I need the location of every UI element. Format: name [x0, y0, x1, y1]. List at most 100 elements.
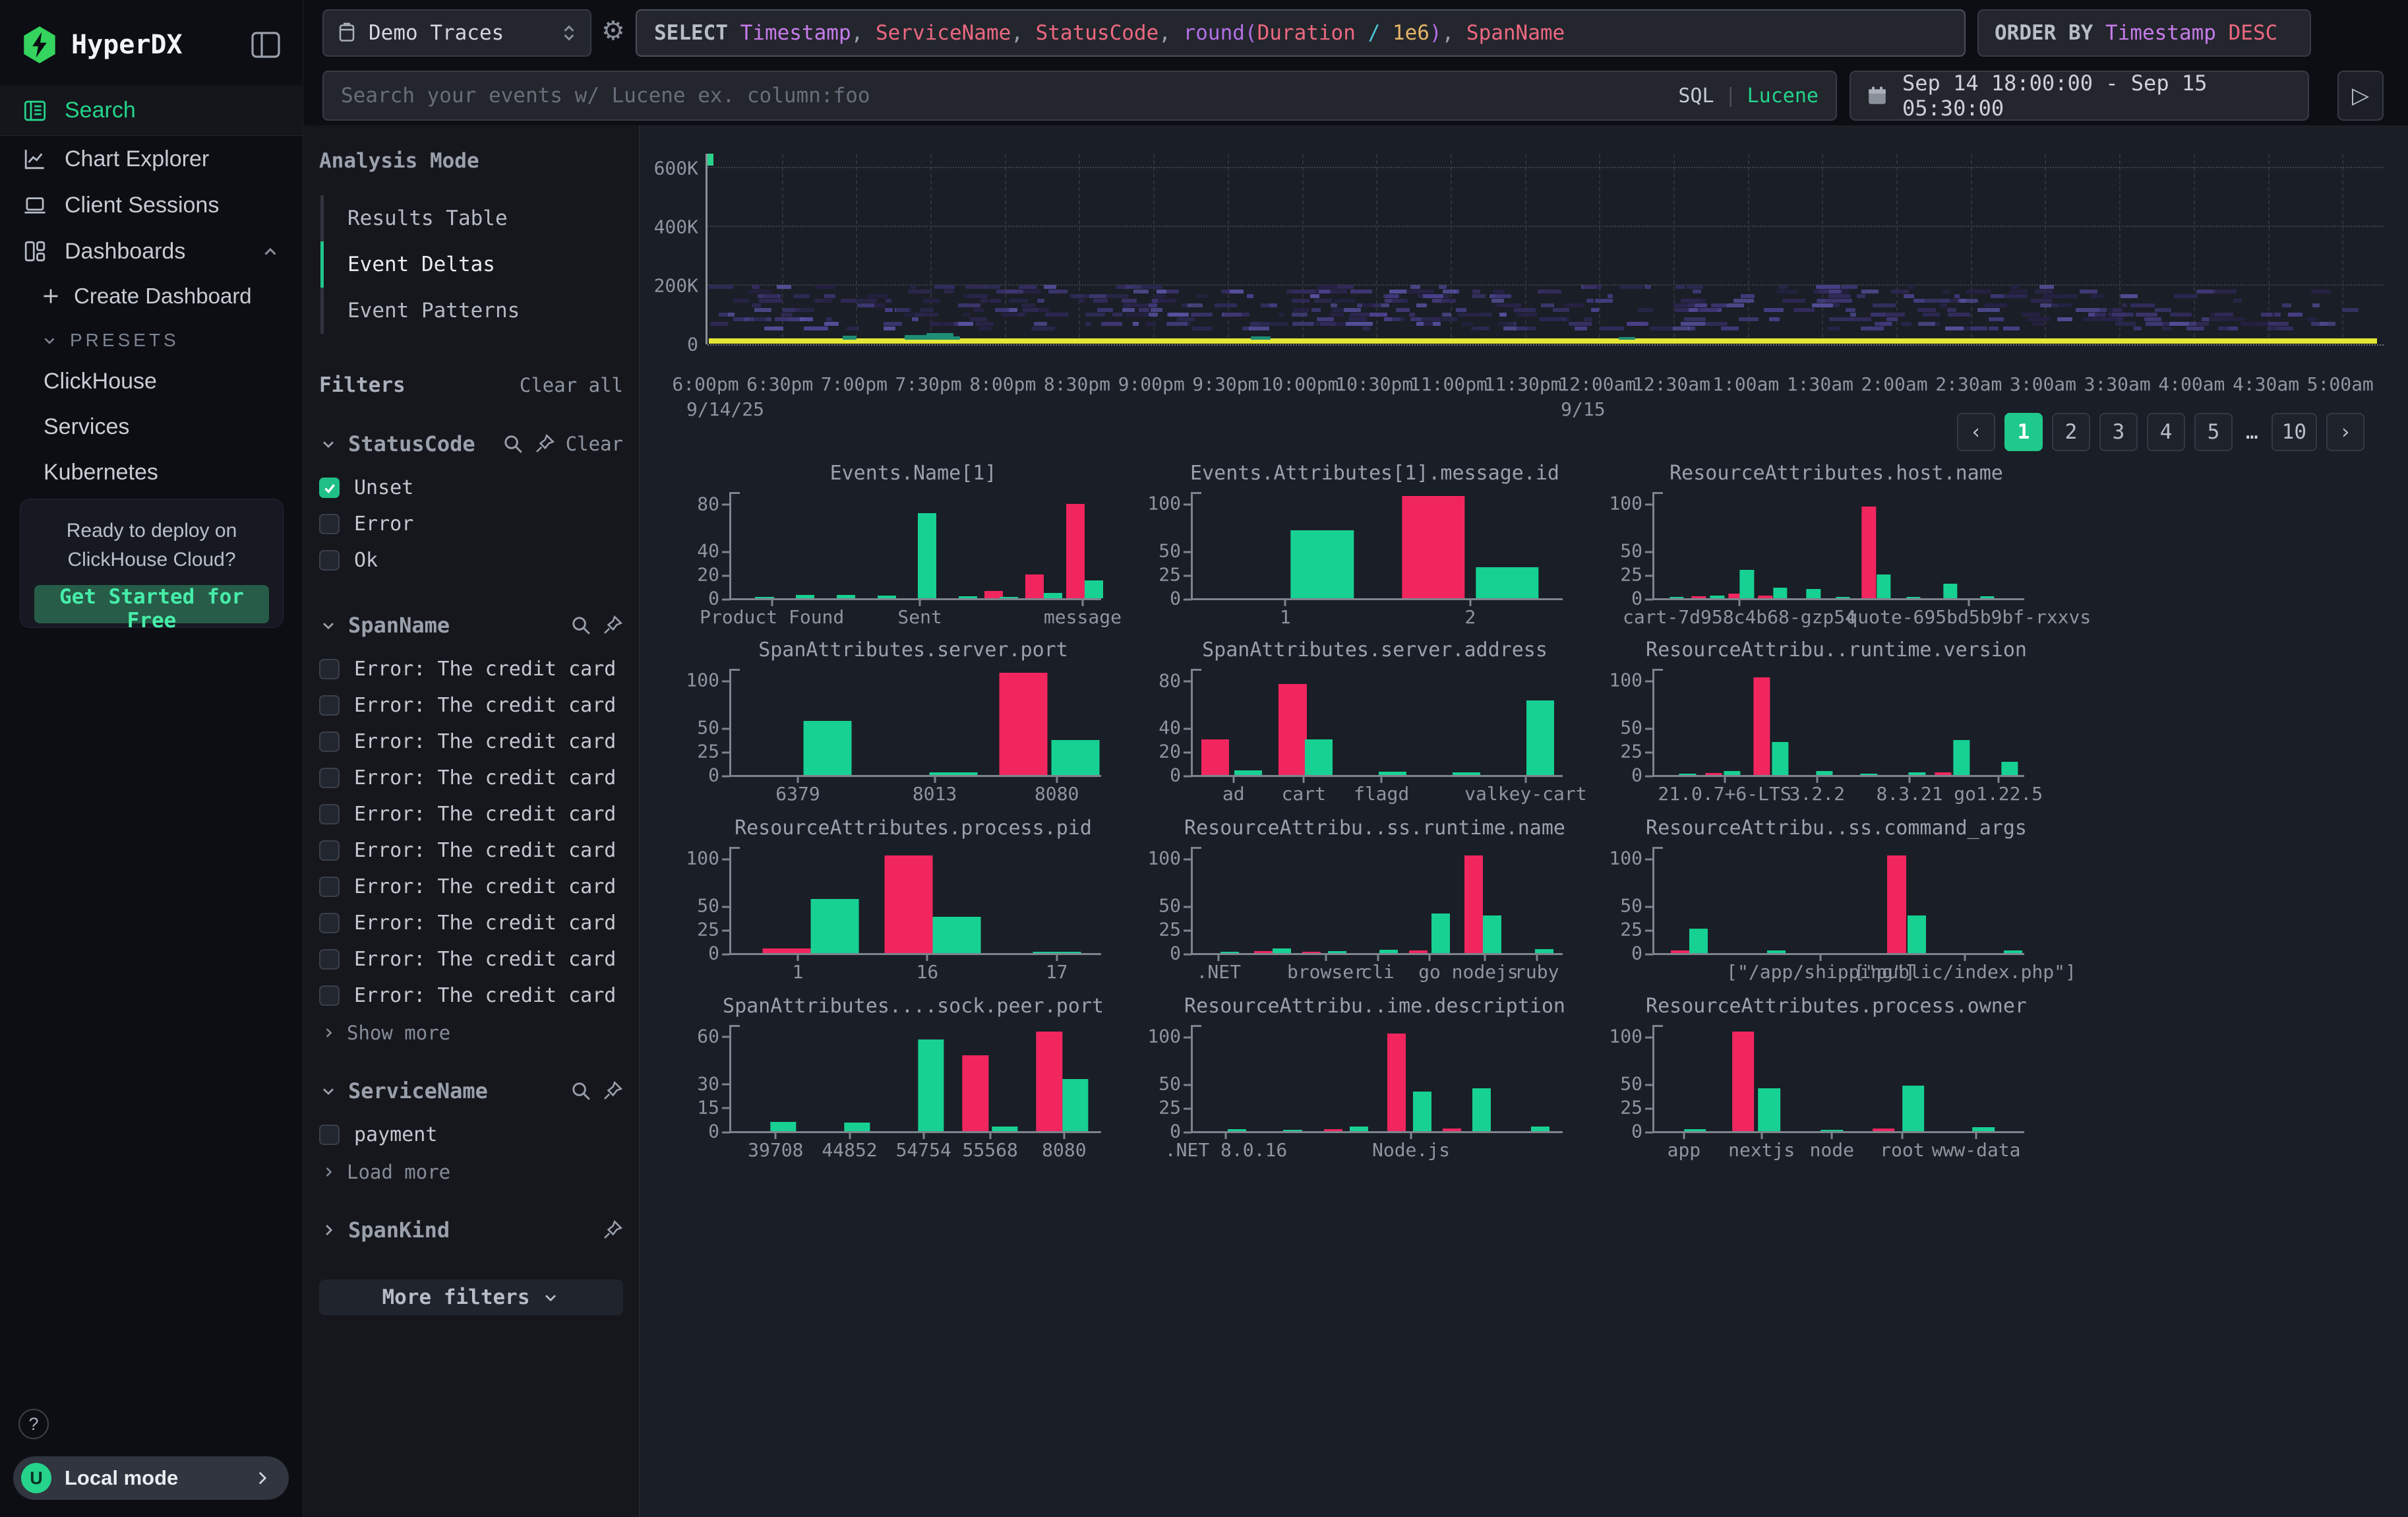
- x-axis-label: .NET: [1196, 961, 1241, 983]
- analysis-mode-option-event-deltas[interactable]: Event Deltas: [320, 241, 623, 288]
- pin-icon[interactable]: [534, 433, 555, 454]
- filter-checkbox-row[interactable]: Error: The credit card (…: [319, 796, 623, 832]
- sidebar-item-search[interactable]: Search: [0, 86, 303, 136]
- search-input[interactable]: [341, 84, 1666, 108]
- clear-group-button[interactable]: Clear: [565, 433, 623, 455]
- analysis-mode-option-event-patterns[interactable]: Event Patterns: [320, 288, 623, 334]
- show-more-link[interactable]: Show more: [319, 1014, 623, 1044]
- analysis-mode-option-results-table[interactable]: Results Table: [320, 195, 623, 241]
- filter-group-name[interactable]: SpanKind: [348, 1218, 450, 1243]
- filter-checkbox-row[interactable]: Error: The credit card (…: [319, 651, 623, 687]
- bar: [1836, 597, 1850, 598]
- search-icon[interactable]: [502, 433, 524, 454]
- presets-section-header[interactable]: PRESETS: [0, 318, 303, 359]
- bar-chart-resourceattribu-ss-command-args[interactable]: ResourceAttribu..ss.command_args 0 25 50 100…: [1596, 817, 2076, 983]
- search-icon[interactable]: [570, 615, 591, 636]
- checkbox-icon[interactable]: [319, 804, 340, 824]
- filter-checkbox-row[interactable]: Error: The credit card (…: [319, 724, 623, 760]
- filter-checkbox-row[interactable]: Error: The credit card (…: [319, 687, 623, 724]
- checkbox-icon[interactable]: [319, 840, 340, 861]
- checkbox-icon[interactable]: [319, 985, 340, 1006]
- toggle-lucene[interactable]: Lucene: [1747, 84, 1819, 108]
- checkbox-icon[interactable]: [319, 1125, 340, 1145]
- bar-chart-spanattributes-server-port[interactable]: SpanAttributes.server.port 0 25 50 100 6379 80…: [673, 638, 1108, 805]
- more-filters-button[interactable]: More filters: [319, 1280, 623, 1315]
- toggle-sql[interactable]: SQL: [1678, 84, 1714, 108]
- filter-checkbox-row[interactable]: Error: The credit card (…: [319, 760, 623, 796]
- checkbox-icon[interactable]: [319, 768, 340, 788]
- heatmap-block: [951, 322, 974, 326]
- chevron-down-icon[interactable]: [319, 435, 338, 453]
- x-axis-label: 8013: [912, 783, 957, 805]
- bar-chart-events-name-1-[interactable]: Events.Name[1] 0 20 40 80 Product Found Sent me…: [673, 462, 1122, 628]
- sidebar-item-client-sessions[interactable]: Client Sessions: [0, 182, 303, 228]
- checkbox-icon[interactable]: [319, 659, 340, 679]
- checkbox-icon[interactable]: [319, 514, 340, 534]
- filter-group-name[interactable]: StatusCode: [348, 431, 475, 456]
- pin-icon[interactable]: [602, 615, 623, 636]
- pagination-page-5[interactable]: 5: [2194, 413, 2233, 451]
- filter-checkbox-row[interactable]: Ok: [319, 542, 623, 578]
- sidebar-item-services[interactable]: Services: [44, 414, 130, 439]
- filter-group-name[interactable]: SpanName: [348, 613, 450, 638]
- search-icon[interactable]: [570, 1080, 591, 1101]
- sidebar-item-clickhouse[interactable]: ClickHouse: [44, 369, 157, 394]
- bar-chart-spanattributes-sock-peer-port[interactable]: SpanAttributes....sock.peer.port 0 15 30 60 3…: [673, 995, 1108, 1161]
- pagination-page-3[interactable]: 3: [2099, 413, 2138, 451]
- chevron-down-icon[interactable]: [319, 616, 338, 635]
- bar-chart-resourceattributes-process-owner[interactable]: ResourceAttributes.process.owner 0 25 50 100…: [1596, 995, 2031, 1161]
- help-button[interactable]: ?: [18, 1409, 49, 1439]
- run-query-button[interactable]: ▷: [2337, 71, 2384, 121]
- gear-icon[interactable]: ⚙: [601, 16, 625, 46]
- filter-checkbox-row[interactable]: Error: The credit card (…: [319, 905, 623, 941]
- filter-group-name[interactable]: ServiceName: [348, 1078, 488, 1103]
- pagination-page-2[interactable]: 2: [2052, 413, 2090, 451]
- sidebar-item-chart-explorer[interactable]: Chart Explorer: [0, 136, 303, 182]
- filter-checkbox-row[interactable]: Error: The credit card (…: [319, 941, 623, 977]
- select-clause-input[interactable]: SELECT Timestamp, ServiceName, StatusCod…: [636, 9, 1966, 57]
- bar-chart-resourceattributes-process-pid[interactable]: ResourceAttributes.process.pid 0 25 50 100 1 1…: [673, 817, 1108, 983]
- chevron-right-icon[interactable]: [319, 1221, 338, 1239]
- collapse-sidebar-icon[interactable]: [251, 32, 280, 58]
- filter-checkbox-row[interactable]: Unset: [319, 470, 623, 506]
- clear-all-button[interactable]: Clear all: [519, 374, 623, 396]
- sidebar-item-kubernetes[interactable]: Kubernetes: [44, 460, 158, 485]
- checkbox-checked-icon[interactable]: [319, 478, 340, 498]
- heatmap-block: [1356, 322, 1373, 326]
- pagination-prev-button[interactable]: ‹: [1957, 413, 1995, 451]
- date-range-picker[interactable]: Sep 14 18:00:00 - Sep 15 05:30:00: [1850, 71, 2309, 121]
- chevron-down-icon[interactable]: [319, 1082, 338, 1100]
- pagination-page-10[interactable]: 10: [2271, 413, 2317, 451]
- load-more-link[interactable]: Load more: [319, 1153, 623, 1183]
- sidebar-item-dashboards[interactable]: Dashboards: [0, 228, 303, 274]
- checkbox-icon[interactable]: [319, 949, 340, 970]
- checkbox-icon[interactable]: [319, 550, 340, 571]
- filter-checkbox-row[interactable]: Error: The credit card (…: [319, 977, 623, 1014]
- order-by-input[interactable]: ORDER BY Timestamp DESC: [1977, 9, 2311, 57]
- get-started-button[interactable]: Get Started for Free: [34, 585, 269, 633]
- pin-icon[interactable]: [602, 1080, 623, 1101]
- pin-icon[interactable]: [602, 1220, 623, 1241]
- filter-checkbox-row[interactable]: Error: The credit card (…: [319, 869, 623, 905]
- bar-chart-resourceattribu-runtime-version[interactable]: ResourceAttribu..runtime.version 0 25 50 100…: [1596, 638, 2043, 805]
- local-mode-pill[interactable]: U Local mode: [13, 1456, 289, 1500]
- heatmap-block: [1166, 322, 1188, 326]
- filter-checkbox-row[interactable]: payment: [319, 1117, 623, 1153]
- bar-chart-spanattributes-server-address[interactable]: SpanAttributes.server.address 0 20 40 80 ad ca…: [1134, 638, 1586, 805]
- sidebar-item-create-dashboard[interactable]: Create Dashboard: [0, 274, 303, 318]
- checkbox-icon[interactable]: [319, 695, 340, 716]
- bar-chart-events-attributes-1-message-id[interactable]: Events.Attributes[1].message.id 0 25 50 100 1…: [1134, 462, 1569, 628]
- source-select[interactable]: Demo Traces: [322, 9, 591, 57]
- filter-checkbox-row[interactable]: Error: The credit card (…: [319, 832, 623, 869]
- bar-chart-resourceattribu-ss-runtime-name[interactable]: ResourceAttribu..ss.runtime.name 0 25 50 100…: [1134, 817, 1569, 983]
- pagination-next-button[interactable]: ›: [2326, 413, 2364, 451]
- pagination-page-4[interactable]: 4: [2147, 413, 2185, 451]
- bar-chart-resourceattributes-host-name[interactable]: ResourceAttributes.host.name 0 25 50 100 cart…: [1596, 462, 2091, 628]
- checkbox-icon[interactable]: [319, 913, 340, 933]
- events-timeline-chart[interactable]: 0 200K 400K 600K 6:00pm 6:30pm 7:00pm 7:30pm 8:0…: [640, 125, 2408, 435]
- checkbox-icon[interactable]: [319, 731, 340, 752]
- checkbox-icon[interactable]: [319, 877, 340, 897]
- filter-checkbox-row[interactable]: Error: [319, 506, 623, 542]
- bar-chart-resourceattribu-ime-description[interactable]: ResourceAttribu..ime.description 0 25 50 100…: [1134, 995, 1569, 1161]
- pagination-page-1[interactable]: 1: [2004, 413, 2043, 451]
